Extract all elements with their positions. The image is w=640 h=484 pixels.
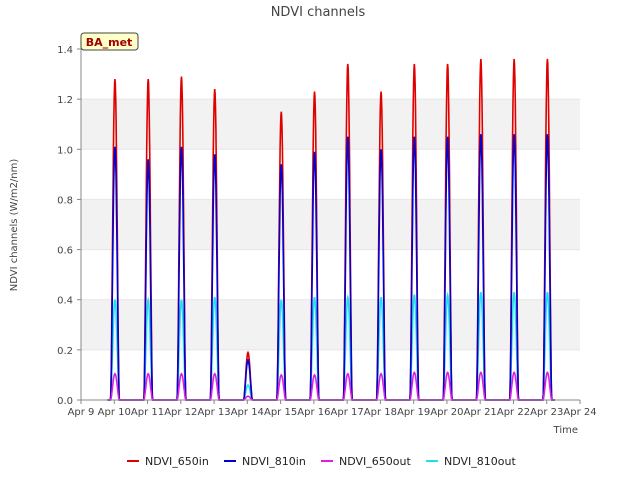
site-annotation-text: BA_met bbox=[86, 36, 133, 49]
x-tick-label: Apr 15 bbox=[264, 407, 297, 418]
y-tick-label: 0.8 bbox=[57, 195, 73, 206]
y-tick-label: 0.6 bbox=[57, 246, 73, 257]
plot-bands bbox=[81, 49, 580, 400]
legend-item: NDVI_650in bbox=[127, 455, 209, 468]
x-tick-label: Apr 23 bbox=[530, 407, 563, 418]
x-tick-label: Apr 16 bbox=[297, 407, 330, 418]
y-tick-label: 0.0 bbox=[57, 396, 73, 407]
site-annotation: BA_met bbox=[80, 32, 139, 51]
legend-label: NDVI_810in bbox=[242, 455, 306, 468]
legend-label: NDVI_650in bbox=[145, 455, 209, 468]
x-tick-label: Apr 13 bbox=[197, 407, 230, 418]
legend-label: NDVI_650out bbox=[339, 455, 411, 468]
legend-label: NDVI_810out bbox=[444, 455, 516, 468]
y-tick-label: 1.4 bbox=[57, 45, 73, 56]
y-tick-label: 0.4 bbox=[57, 296, 73, 307]
legend: NDVI_650in NDVI_810in NDVI_650out NDVI_810o… bbox=[127, 455, 516, 468]
y-tick-label: 1.2 bbox=[57, 95, 73, 106]
x-tick-label: Apr 20 bbox=[430, 407, 463, 418]
grid-band bbox=[81, 299, 580, 350]
y-tick-label: 0.2 bbox=[57, 346, 73, 357]
chart-title: NDVI channels bbox=[271, 5, 366, 20]
x-tick-label: Apr 12 bbox=[164, 407, 197, 418]
y-axis-label: NDVI channels (W/m2/nm) bbox=[9, 159, 20, 292]
x-tick-label: Apr 21 bbox=[464, 407, 497, 418]
grid-band bbox=[81, 199, 580, 250]
x-tick-label: Apr 22 bbox=[497, 407, 530, 418]
x-tick-label: Apr 11 bbox=[131, 407, 164, 418]
legend-item: NDVI_810in bbox=[224, 455, 306, 468]
x-axis-label: Time bbox=[553, 425, 578, 436]
x-tick-label: Apr 18 bbox=[364, 407, 397, 418]
legend-item: NDVI_650out bbox=[321, 455, 411, 468]
x-tick-label: Apr 9 bbox=[68, 407, 95, 418]
x-tick-label: Apr 24 bbox=[563, 407, 596, 418]
x-tick-label: Apr 19 bbox=[397, 407, 430, 418]
x-tick-label: Apr 10 bbox=[98, 407, 131, 418]
grid-band bbox=[81, 99, 580, 150]
x-tick-label: Apr 14 bbox=[231, 407, 264, 418]
y-tick-label: 1.0 bbox=[57, 145, 73, 156]
site-annotation-box bbox=[80, 32, 139, 51]
x-tick-label: Apr 17 bbox=[331, 407, 364, 418]
legend-item: NDVI_810out bbox=[426, 455, 516, 468]
